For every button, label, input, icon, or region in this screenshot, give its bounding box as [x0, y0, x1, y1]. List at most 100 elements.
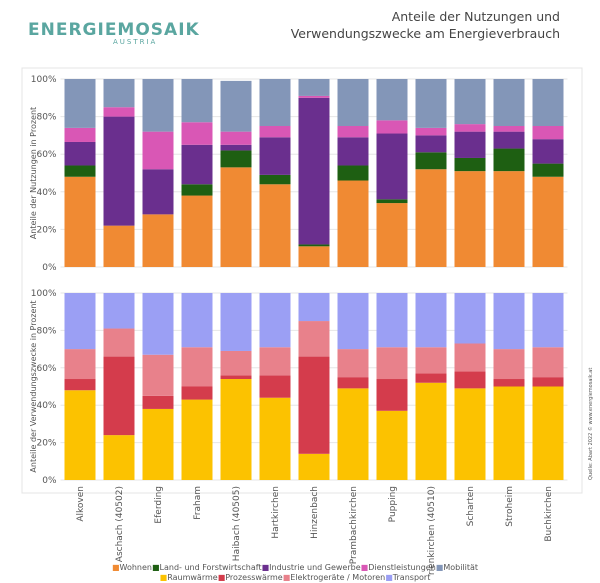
source: Quelle: Abart 2022 © www.energiemosaik.a…	[587, 368, 594, 480]
x-tick-label: Hartkirchen	[271, 486, 281, 539]
bar-segment	[415, 127, 447, 136]
bar-segment	[376, 379, 408, 411]
y-tick-label: 0%	[42, 476, 57, 486]
bar-segment	[103, 356, 135, 436]
bar-segment	[454, 79, 486, 125]
bar-segment	[337, 180, 369, 267]
bar-segment	[103, 79, 135, 108]
y-tick-label: 40%	[36, 401, 56, 411]
bar-segment	[298, 356, 330, 454]
bar-segment	[103, 107, 135, 117]
bar-segment	[142, 395, 174, 409]
frame	[21, 67, 583, 494]
x-tick-label: Scharten	[466, 486, 476, 526]
bar-segment	[376, 347, 408, 380]
bar-segment	[220, 350, 252, 376]
bar-segment	[376, 120, 408, 134]
bar-segment	[493, 386, 525, 480]
chart-title: Anteile der Nutzungen und Verwendungszwe…	[290, 9, 560, 41]
bar-segment	[337, 388, 369, 480]
legend-label: Wohnen	[120, 563, 152, 572]
bar-segment	[64, 165, 96, 177]
bar-segment	[298, 95, 330, 98]
bar-segment	[532, 79, 564, 126]
bar-segment	[259, 184, 291, 267]
bar-segment	[337, 165, 369, 181]
bar-segment	[259, 293, 291, 348]
bar-segment	[181, 399, 213, 480]
bar-segment	[532, 139, 564, 164]
bar-segment	[454, 343, 486, 372]
bar-segment	[181, 386, 213, 400]
bar-segment	[298, 79, 330, 96]
bar-segment	[454, 171, 486, 267]
x-tick-label: Eferding	[154, 486, 164, 524]
legend: ■Raumwärme■Prozesswärme■Elektrogeräte / …	[160, 573, 431, 582]
legend-swatch: ■	[262, 563, 270, 572]
bar-segment	[220, 80, 252, 132]
legend-label: Transport	[392, 573, 431, 582]
bar-segment	[64, 349, 96, 380]
bar-segment	[337, 349, 369, 378]
bar-segment	[64, 379, 96, 391]
bar-segment	[142, 169, 174, 215]
y-axis-title: Anteile der Nutzungen in Prozent	[29, 107, 38, 239]
bar-segment	[64, 390, 96, 480]
bar-segment	[493, 79, 525, 126]
bar-segment	[220, 131, 252, 145]
bar-segment	[532, 126, 564, 140]
y-tick-label: 40%	[36, 188, 56, 198]
bar-segment	[298, 453, 330, 480]
legend-label: Mobilität	[443, 563, 478, 572]
bar-segment	[181, 347, 213, 387]
bar-segment	[181, 195, 213, 267]
x-tick-label: Pupping	[388, 486, 398, 522]
bar-segment	[532, 293, 564, 348]
y-tick-label: 60%	[36, 150, 56, 160]
bar-segment	[532, 347, 564, 378]
bar-segment	[64, 79, 96, 128]
bar-segment	[298, 246, 330, 267]
legend-label: Land- und Forstwirtschaft	[160, 563, 262, 572]
x-tick-label: Haibach (40505)	[232, 486, 242, 561]
legend-swatch: ■	[436, 563, 444, 572]
bar-segment	[259, 174, 291, 185]
legend-swatch: ■	[385, 573, 393, 582]
bar-segment	[415, 347, 447, 374]
bar-segment	[181, 122, 213, 145]
bar-segment	[103, 225, 135, 267]
bar-segment	[64, 176, 96, 267]
bar-segment	[454, 371, 486, 389]
bar-segment	[532, 163, 564, 177]
bar-segment	[298, 244, 330, 247]
bar-segment	[181, 79, 213, 123]
bar-segment	[64, 127, 96, 142]
bar-segment	[298, 97, 330, 245]
legend-swatch: ■	[112, 563, 120, 572]
bar-segment	[259, 347, 291, 376]
legend-swatch: ■	[361, 563, 369, 572]
bar-segment	[532, 386, 564, 480]
bar-segment	[376, 293, 408, 348]
bar-segment	[376, 199, 408, 204]
bar-segment	[376, 203, 408, 267]
y-tick-label: 80%	[36, 326, 56, 336]
bar-segment	[493, 379, 525, 387]
bar-segment	[493, 349, 525, 380]
bar-segment	[220, 167, 252, 267]
bar-segment	[415, 152, 447, 170]
bar-segment	[415, 382, 447, 480]
bar-segment	[142, 79, 174, 132]
bar-segment	[454, 131, 486, 158]
y-tick-label: 100%	[31, 289, 57, 299]
legend-label: Prozesswärme	[225, 573, 283, 582]
bar-segment	[415, 169, 447, 267]
y-tick-label: 100%	[31, 75, 57, 85]
x-tick-label: Buchkirchen	[544, 486, 554, 542]
bar-segment	[415, 373, 447, 383]
bar-segment	[532, 176, 564, 267]
bar-segment	[259, 397, 291, 480]
bar-segment	[376, 133, 408, 200]
bar-segment	[532, 377, 564, 387]
